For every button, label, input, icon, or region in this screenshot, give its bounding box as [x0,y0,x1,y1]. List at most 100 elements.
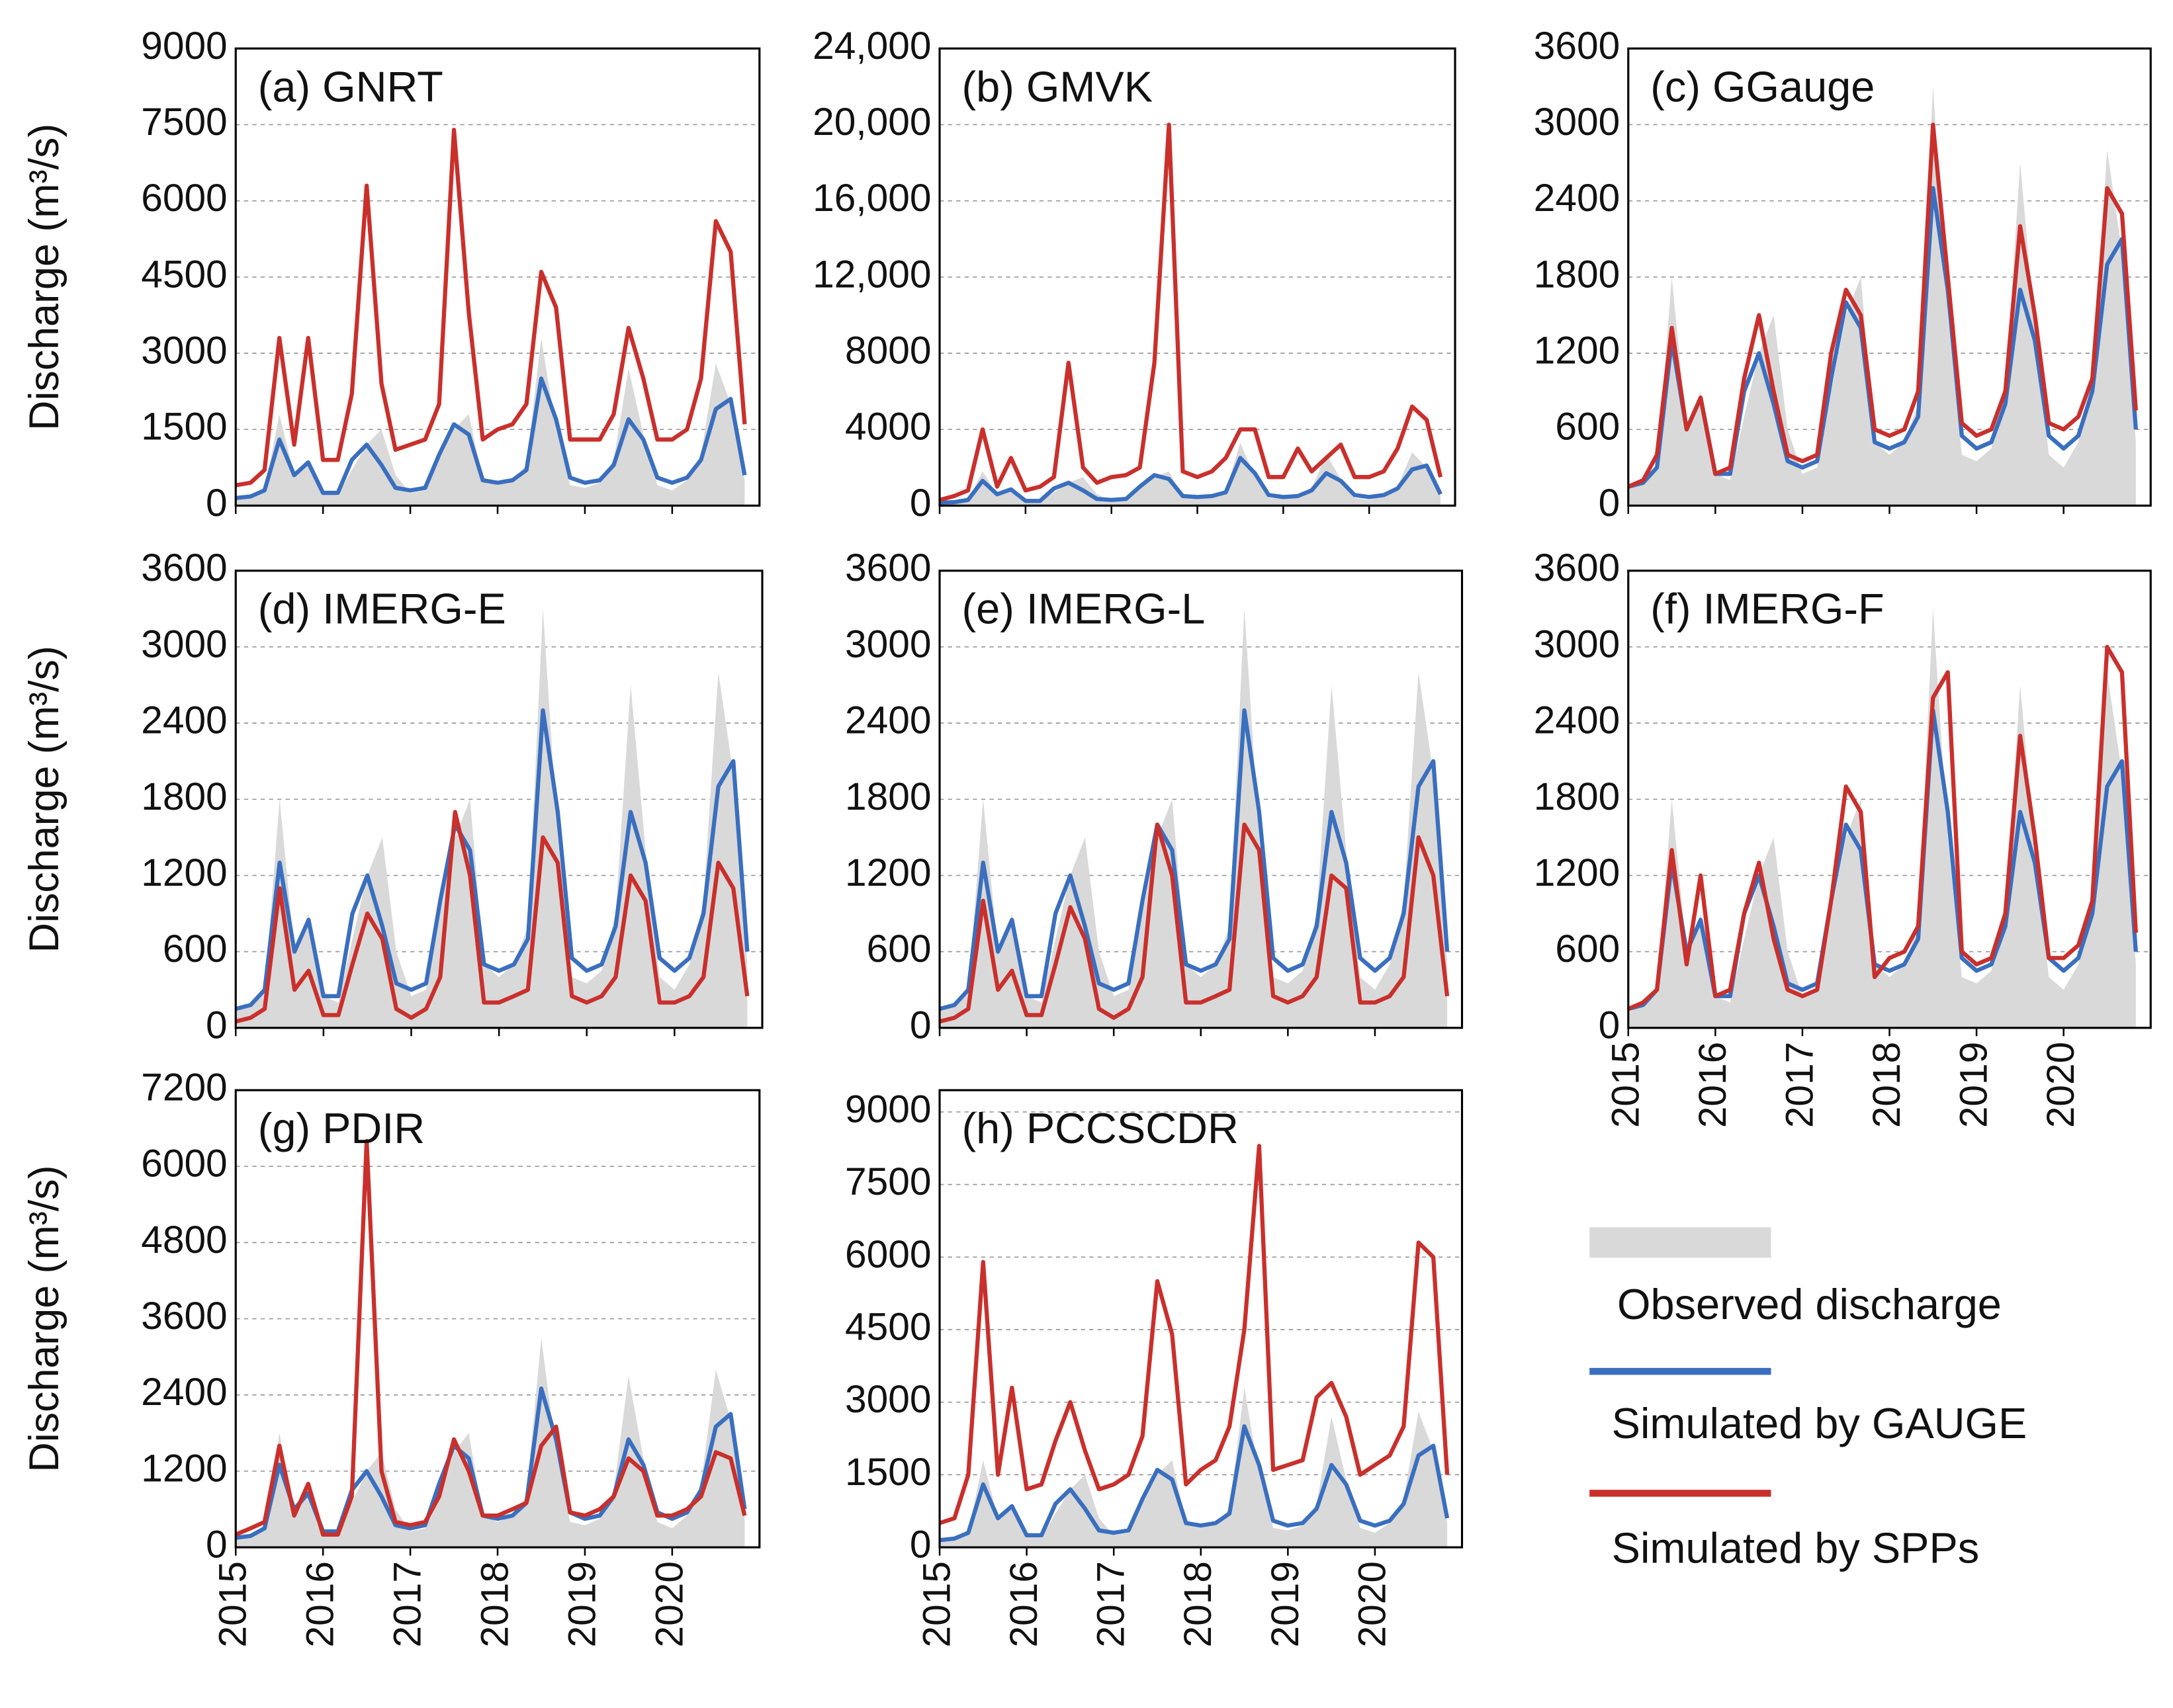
y-axis-label: Discharge (m³/s) [21,124,67,431]
y-tick-label: 4500 [845,1306,931,1349]
y-tick-label: 1200 [1534,329,1620,372]
y-tick-label: 1800 [1534,775,1620,818]
y-tick-label: 3000 [141,622,227,665]
series-line [235,1138,747,1537]
y-tick-label: 2400 [141,1371,227,1414]
series-line [235,376,747,500]
x-tick-label: 2020 [2039,1042,2082,1128]
y-tick-label: 7500 [141,101,227,144]
y-axis-label: Discharge (m³/s) [21,1165,67,1472]
y-tick-label: 3600 [141,546,227,589]
series-line [939,456,1442,505]
series-line [1627,644,2138,1011]
panel-title: (h) PCCSCDR [962,1104,1239,1152]
panel-title: (f) IMERG-F [1650,585,1884,633]
x-tick-label: 2016 [1002,1561,1045,1647]
series-line [235,810,750,1024]
y-tick-label: 1200 [141,851,227,894]
y-tick-label: 1800 [1534,253,1620,296]
y-tick-label: 600 [1555,927,1620,970]
panel-title: (a) GNRT [258,62,443,110]
y-tick-label: 1500 [845,1451,931,1494]
y-tick-label: 3000 [141,329,227,372]
y-tick-label: 0 [206,1523,228,1566]
y-tick-label: 3600 [845,546,931,589]
y-tick-label: 12,000 [813,253,931,296]
y-tick-label: 600 [867,927,932,970]
y-tick-label: 600 [163,927,228,970]
y-tick-label: 3600 [1534,24,1620,67]
y-tick-label: 6000 [141,1142,227,1185]
y-tick-label: 0 [1599,482,1620,525]
y-tick-label: 3000 [1534,101,1620,144]
x-tick-label: 2016 [299,1561,342,1647]
panel-title: (d) IMERG-E [258,585,506,633]
series-line [235,128,747,488]
legend-label: Simulated by GAUGE [1612,1399,2027,1447]
y-tick-label: 1200 [845,851,931,894]
y-tick-label: 2400 [845,699,931,742]
y-tick-label: 8000 [845,329,931,372]
y-tick-label: 4000 [845,406,931,448]
y-tick-label: 0 [910,482,932,525]
panel-title: (g) PDIR [258,1104,425,1152]
y-tick-label: 0 [910,1003,932,1046]
y-tick-label: 1500 [141,406,227,448]
x-tick-label: 2018 [1176,1561,1220,1647]
x-tick-label: 2019 [1953,1042,1996,1128]
y-tick-label: 6000 [845,1233,931,1276]
panel-title: (b) GMVK [962,62,1153,110]
legend-label: Simulated by SPPs [1612,1524,1980,1572]
x-tick-label: 2016 [1691,1042,1734,1128]
x-tick-label: 2017 [1778,1042,1821,1128]
observed-area [1628,86,2136,506]
y-tick-label: 2400 [1534,177,1620,220]
x-tick-label: 2018 [474,1561,517,1647]
x-tick-label: 2019 [1264,1561,1307,1647]
series-line [939,708,1450,1011]
y-tick-label: 4800 [141,1218,227,1261]
y-tick-label: 7500 [845,1160,931,1203]
y-tick-label: 2400 [141,699,227,742]
x-tick-label: 2017 [386,1561,429,1647]
x-tick-label: 2019 [560,1561,603,1647]
observed-area [940,443,1441,506]
x-tick-label: 2015 [212,1561,255,1647]
y-tick-label: 9000 [845,1088,931,1131]
legend-swatch [1589,1227,1771,1258]
series-line [1627,122,2138,489]
observed-area [236,1338,745,1548]
series-line [939,1144,1450,1525]
legend-label: Observed discharge [1617,1280,2002,1328]
panel-title: (e) IMERG-L [962,585,1206,633]
plot-frame [938,1089,1464,1549]
y-tick-label: 1200 [141,1447,227,1490]
observed-area [1628,609,2136,1028]
x-tick-label: 2020 [648,1561,691,1647]
y-tick-label: 0 [206,1003,228,1046]
y-tick-label: 0 [206,482,228,525]
y-tick-label: 0 [1599,1003,1620,1046]
y-tick-label: 600 [1555,406,1620,448]
y-tick-label: 7200 [141,1066,227,1109]
y-tick-label: 2400 [1534,699,1620,742]
series-line [235,708,750,1011]
y-tick-label: 3000 [845,622,931,665]
series-line [939,822,1450,1024]
series-line [939,1424,1450,1543]
x-tick-label: 2020 [1351,1561,1394,1647]
y-tick-label: 4500 [141,253,227,296]
y-tick-label: 1800 [845,775,931,818]
y-tick-label: 16,000 [813,177,931,220]
y-tick-label: 1200 [1534,851,1620,894]
y-tick-label: 9000 [141,24,227,67]
y-tick-label: 24,000 [813,24,931,67]
x-tick-label: 2017 [1090,1561,1133,1647]
y-tick-label: 3000 [845,1378,931,1421]
y-tick-label: 3600 [1534,546,1620,589]
x-tick-label: 2015 [916,1561,959,1647]
y-tick-label: 6000 [141,177,227,220]
y-tick-label: 3600 [141,1295,227,1338]
series-line [939,122,1443,502]
